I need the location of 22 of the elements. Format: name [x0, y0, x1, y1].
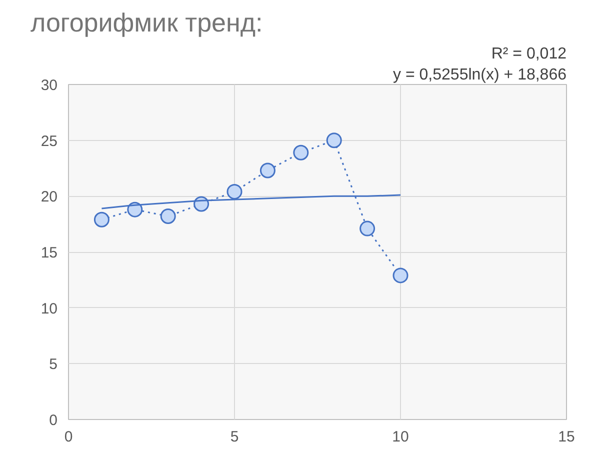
y-tick-label: 25 [40, 132, 58, 150]
point [293, 144, 309, 160]
y-tick-label: 20 [40, 188, 58, 206]
x-tick-label: 15 [558, 428, 575, 446]
y-tick-label: 10 [40, 300, 58, 318]
y-tick-label: 30 [40, 77, 58, 94]
x-tick-label: 5 [230, 428, 239, 446]
point [326, 132, 342, 148]
point [260, 162, 276, 178]
text: y = 0,5255ln(x) + 18,866 [393, 66, 567, 84]
point [94, 212, 110, 228]
x-tick-label: 10 [392, 428, 409, 446]
point [160, 208, 176, 224]
point [226, 184, 242, 200]
chart-title: логорифмик тренд: [30, 8, 263, 38]
y-tick-label: 0 [49, 412, 58, 429]
point [360, 220, 376, 236]
x-tick-label: 0 [64, 428, 73, 446]
y-tick-label: 5 [49, 356, 58, 374]
point [392, 268, 408, 284]
y-tick-label: 15 [40, 244, 58, 262]
text: R² = 0,012 [491, 46, 567, 62]
